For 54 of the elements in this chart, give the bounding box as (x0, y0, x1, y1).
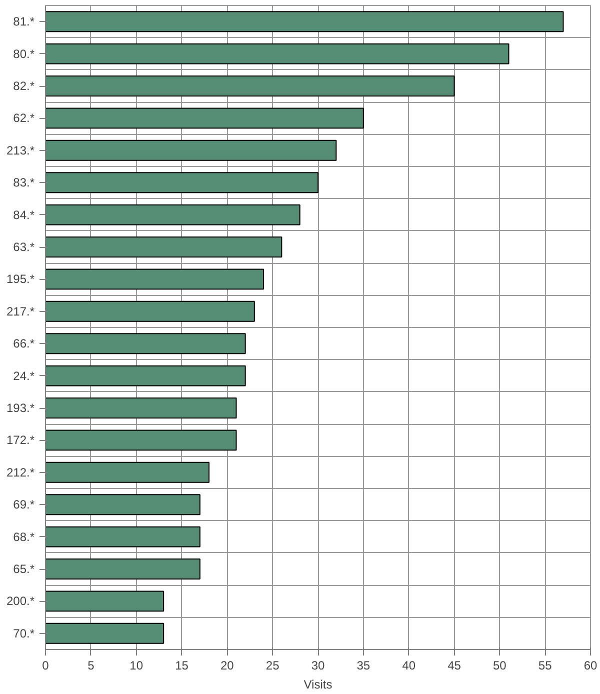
bar (46, 76, 455, 96)
x-tick-label: 15 (175, 658, 189, 672)
x-tick-label: 60 (584, 658, 598, 672)
y-tick-label: 63.* (13, 240, 35, 254)
y-tick-label: 82.* (13, 79, 35, 93)
y-tick-label: 62.* (13, 111, 35, 126)
y-tick-label: 65.* (13, 562, 35, 576)
y-tick-label: 172.* (6, 433, 35, 448)
y-tick-label: 193.* (6, 401, 35, 415)
bar (46, 11, 564, 32)
y-tick-label: 70.* (13, 626, 35, 640)
bar (46, 526, 200, 548)
bar (46, 462, 210, 483)
bar (46, 268, 264, 290)
y-tick-label: 24.* (13, 368, 35, 383)
x-tick-label: 20 (220, 658, 234, 672)
y-tick-label: 195.* (6, 272, 35, 286)
x-tick-label: 50 (492, 658, 507, 672)
x-tick-label: 35 (356, 658, 370, 672)
bar (46, 494, 200, 516)
bar (46, 204, 300, 226)
x-tick-label: 30 (311, 658, 325, 672)
y-tick-label: 84.* (13, 208, 35, 222)
x-tick-label: 45 (448, 658, 462, 672)
bar (46, 622, 164, 644)
bar (46, 108, 364, 129)
bar (46, 590, 164, 612)
bar (46, 558, 200, 580)
y-tick-label: 80.* (13, 46, 35, 61)
bar (46, 140, 337, 161)
bar (46, 333, 246, 354)
x-tick-label: 10 (130, 658, 144, 672)
bar (46, 430, 237, 451)
x-tick-label: 40 (402, 658, 416, 672)
y-tick-label: 200.* (6, 594, 35, 608)
y-tick-label: 81.* (13, 14, 35, 29)
y-tick-label: 212.* (6, 465, 35, 480)
bar (46, 398, 237, 418)
y-tick-label: 68.* (13, 530, 35, 544)
bar (46, 236, 282, 258)
bar (46, 43, 510, 64)
y-tick-label: 213.* (6, 143, 35, 158)
x-axis-title: Visits (304, 678, 332, 692)
y-tick-label: 217.* (6, 304, 35, 318)
y-tick-label: 66.* (13, 336, 35, 351)
bar (46, 300, 255, 322)
bar (46, 172, 318, 194)
x-tick-label: 0 (42, 658, 50, 672)
x-tick-label: 5 (88, 658, 95, 672)
bar (46, 365, 246, 386)
y-tick-label: 69.* (13, 498, 35, 512)
x-tick-label: 55 (538, 658, 552, 672)
y-tick-label: 83.* (13, 176, 35, 190)
x-tick-label: 25 (266, 658, 280, 672)
